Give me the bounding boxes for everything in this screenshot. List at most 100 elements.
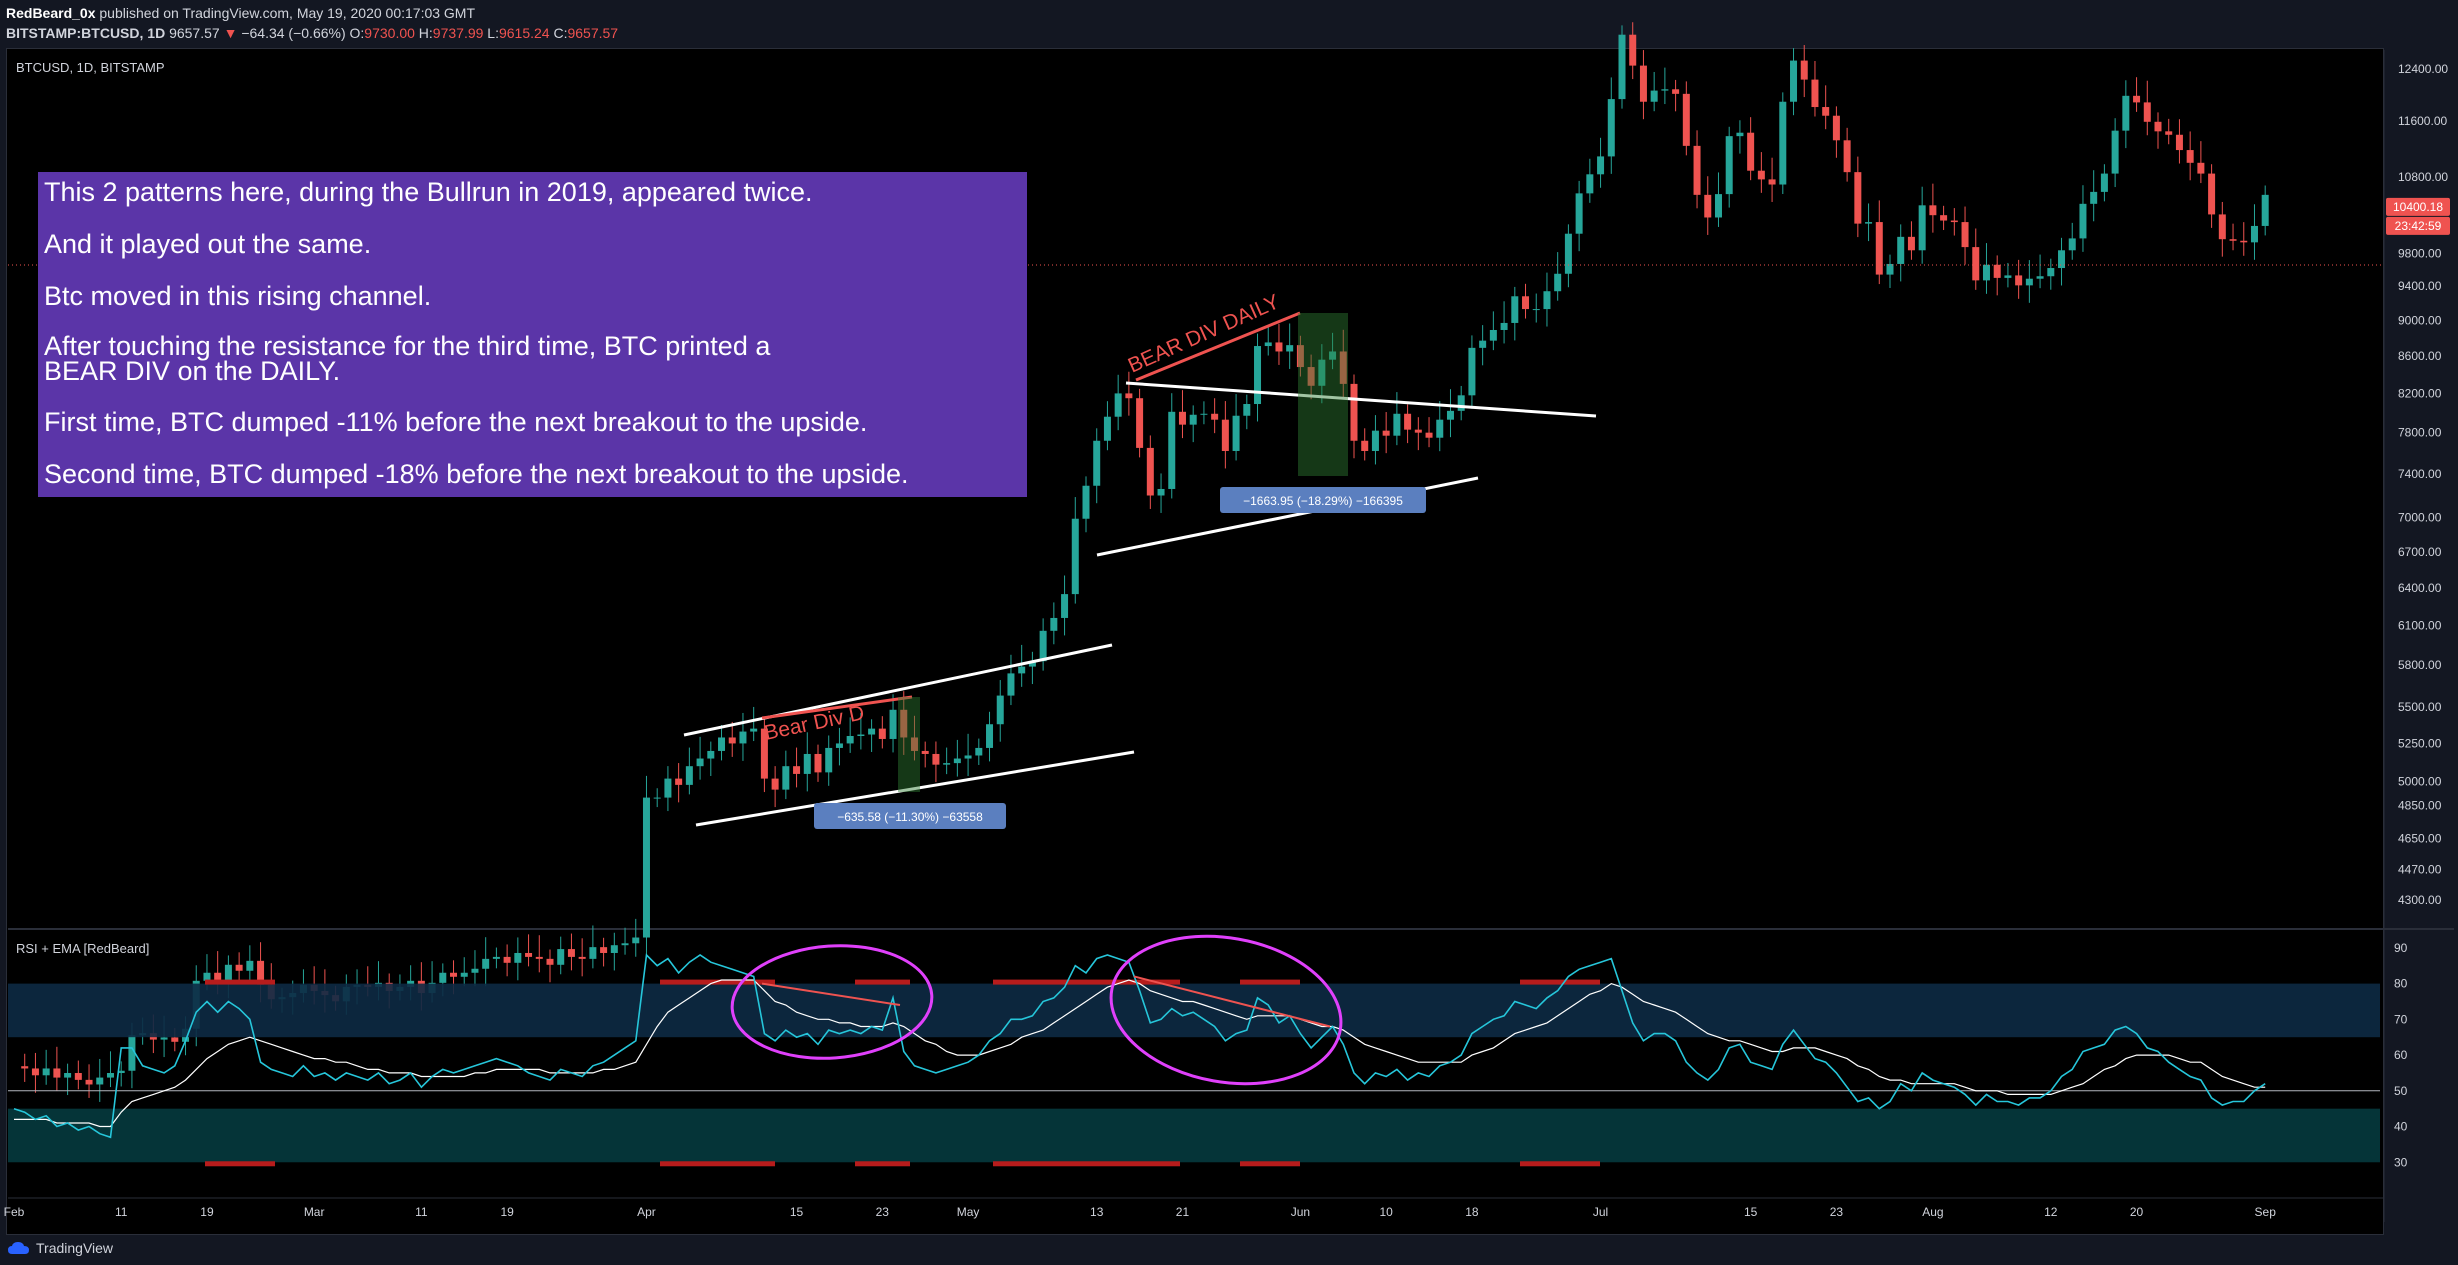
- price-tick-label: 5800.00: [2398, 658, 2442, 672]
- candle-body: [2111, 130, 2119, 174]
- candle-body: [171, 1037, 179, 1042]
- candle-body: [1682, 93, 1690, 146]
- drop-2-range[interactable]: [1298, 313, 1348, 476]
- candle-body: [1639, 65, 1647, 102]
- candle-body: [1254, 346, 1262, 405]
- tradingview-logo[interactable]: TradingView: [8, 1240, 113, 1256]
- price-tick-label: 4650.00: [2398, 832, 2442, 846]
- candle-body: [2068, 238, 2076, 251]
- candle-body: [1736, 132, 1744, 137]
- candle-body: [889, 709, 897, 739]
- time-tick-label: 19: [200, 1205, 214, 1219]
- rsi-div-2-line[interactable]: [1133, 975, 1331, 1028]
- candle-body: [1007, 673, 1015, 696]
- candle-body: [2090, 191, 2098, 204]
- candle-body: [953, 758, 961, 764]
- candle-body: [750, 728, 758, 732]
- candle-body: [1382, 430, 1390, 436]
- time-tick-label: 23: [1830, 1205, 1844, 1219]
- rsi-tick-label: 40: [2394, 1120, 2408, 1134]
- rsi-tick-label: 30: [2394, 1155, 2408, 1169]
- candle-body: [1597, 156, 1605, 175]
- price-tick-label: 9000.00: [2398, 313, 2442, 327]
- candle-body: [2036, 276, 2044, 279]
- rsi-signal-bar-top: [205, 979, 275, 985]
- candle-body: [1961, 222, 1969, 248]
- candle-body: [664, 778, 672, 798]
- candle-body: [2175, 134, 2183, 151]
- candle-body: [782, 766, 790, 790]
- candle-body: [1618, 34, 1626, 100]
- channel-2-lower[interactable]: [1125, 381, 1597, 418]
- candle-body: [1211, 413, 1219, 420]
- text-note[interactable]: This 2 patterns here, during the Bullrun…: [38, 172, 1027, 497]
- price-tick-label: 7000.00: [2398, 511, 2442, 525]
- candle-body: [632, 937, 640, 944]
- candle-body: [203, 972, 211, 981]
- candle-body: [1854, 172, 1862, 224]
- candle-body: [986, 724, 994, 748]
- candle-body: [1543, 291, 1551, 310]
- measure-1-badge[interactable]: [814, 803, 1006, 829]
- candle-body: [1693, 145, 1701, 195]
- candle-body: [1757, 170, 1765, 180]
- channel-1-upper[interactable]: [683, 643, 1113, 737]
- price-tick-label: 5250.00: [2398, 736, 2442, 750]
- time-tick-label: 12: [2044, 1205, 2058, 1219]
- candle-body: [1554, 273, 1562, 292]
- candle-body: [2079, 203, 2087, 239]
- candle-body: [1907, 236, 1915, 251]
- bear-div-1-line[interactable]: [761, 695, 913, 720]
- rsi-line[interactable]: [13, 953, 2266, 1139]
- time-tick-label: May: [957, 1205, 980, 1219]
- candle-body: [1564, 233, 1572, 274]
- candle-body: [1404, 413, 1412, 430]
- candle-body: [964, 755, 972, 759]
- ema-line[interactable]: [14, 979, 2266, 1128]
- rsi-pane: [8, 919, 2380, 1167]
- candle-body: [1522, 296, 1530, 310]
- last-price: 9657.57: [169, 25, 220, 41]
- main-pane-legend[interactable]: BTCUSD, 1D, BITSTAMP: [16, 60, 165, 75]
- author-name[interactable]: RedBeard_0x: [6, 5, 96, 21]
- rsi-tick-label: 60: [2394, 1048, 2408, 1062]
- candle-body: [2165, 131, 2173, 135]
- candle-body: [739, 731, 747, 744]
- note-line: And it played out the same.: [44, 229, 372, 259]
- candle-body: [707, 750, 715, 759]
- rsi-tick-label: 90: [2394, 941, 2408, 955]
- candle-body: [1200, 413, 1208, 415]
- candle-body: [1929, 205, 1937, 216]
- candle-body: [1940, 215, 1948, 221]
- note-line: This 2 patterns here, during the Bullrun…: [44, 177, 813, 207]
- drop-1-range[interactable]: [898, 697, 920, 792]
- candle-body: [1832, 115, 1840, 141]
- oversold-band: [8, 1108, 2380, 1163]
- measure-2-badge[interactable]: [1220, 487, 1426, 513]
- candle-body: [2047, 268, 2055, 277]
- candle-body: [1972, 247, 1980, 281]
- price-tick-label: 5500.00: [2398, 700, 2442, 714]
- candle-body: [1446, 410, 1454, 420]
- rsi-pane-legend[interactable]: RSI + EMA [RedBeard]: [16, 941, 150, 956]
- highlight-circle-1[interactable]: [728, 939, 935, 1065]
- rsi-signal-bar-bottom: [993, 1161, 1180, 1167]
- candle-body: [2197, 162, 2205, 174]
- candle-body: [1993, 264, 2001, 278]
- highlight-circle-2[interactable]: [1099, 919, 1352, 1101]
- candle-body: [1586, 174, 1594, 194]
- rsi-div-1-line[interactable]: [761, 982, 901, 1007]
- candle-body: [546, 958, 554, 965]
- candle-body: [1672, 89, 1680, 94]
- bear-div-2-line[interactable]: [1135, 311, 1301, 382]
- candle-body: [1050, 617, 1058, 631]
- open-label: O:: [349, 25, 365, 41]
- candle-body: [1136, 398, 1144, 448]
- rsi-signal-bar-top: [1240, 979, 1300, 985]
- candle-body: [803, 753, 811, 774]
- candle-body: [1865, 222, 1873, 224]
- price-tick-label: 8200.00: [2398, 386, 2442, 400]
- candle-body: [1725, 136, 1733, 195]
- candlestick-series: [21, 22, 2269, 1102]
- channel-1-lower[interactable]: [695, 750, 1135, 827]
